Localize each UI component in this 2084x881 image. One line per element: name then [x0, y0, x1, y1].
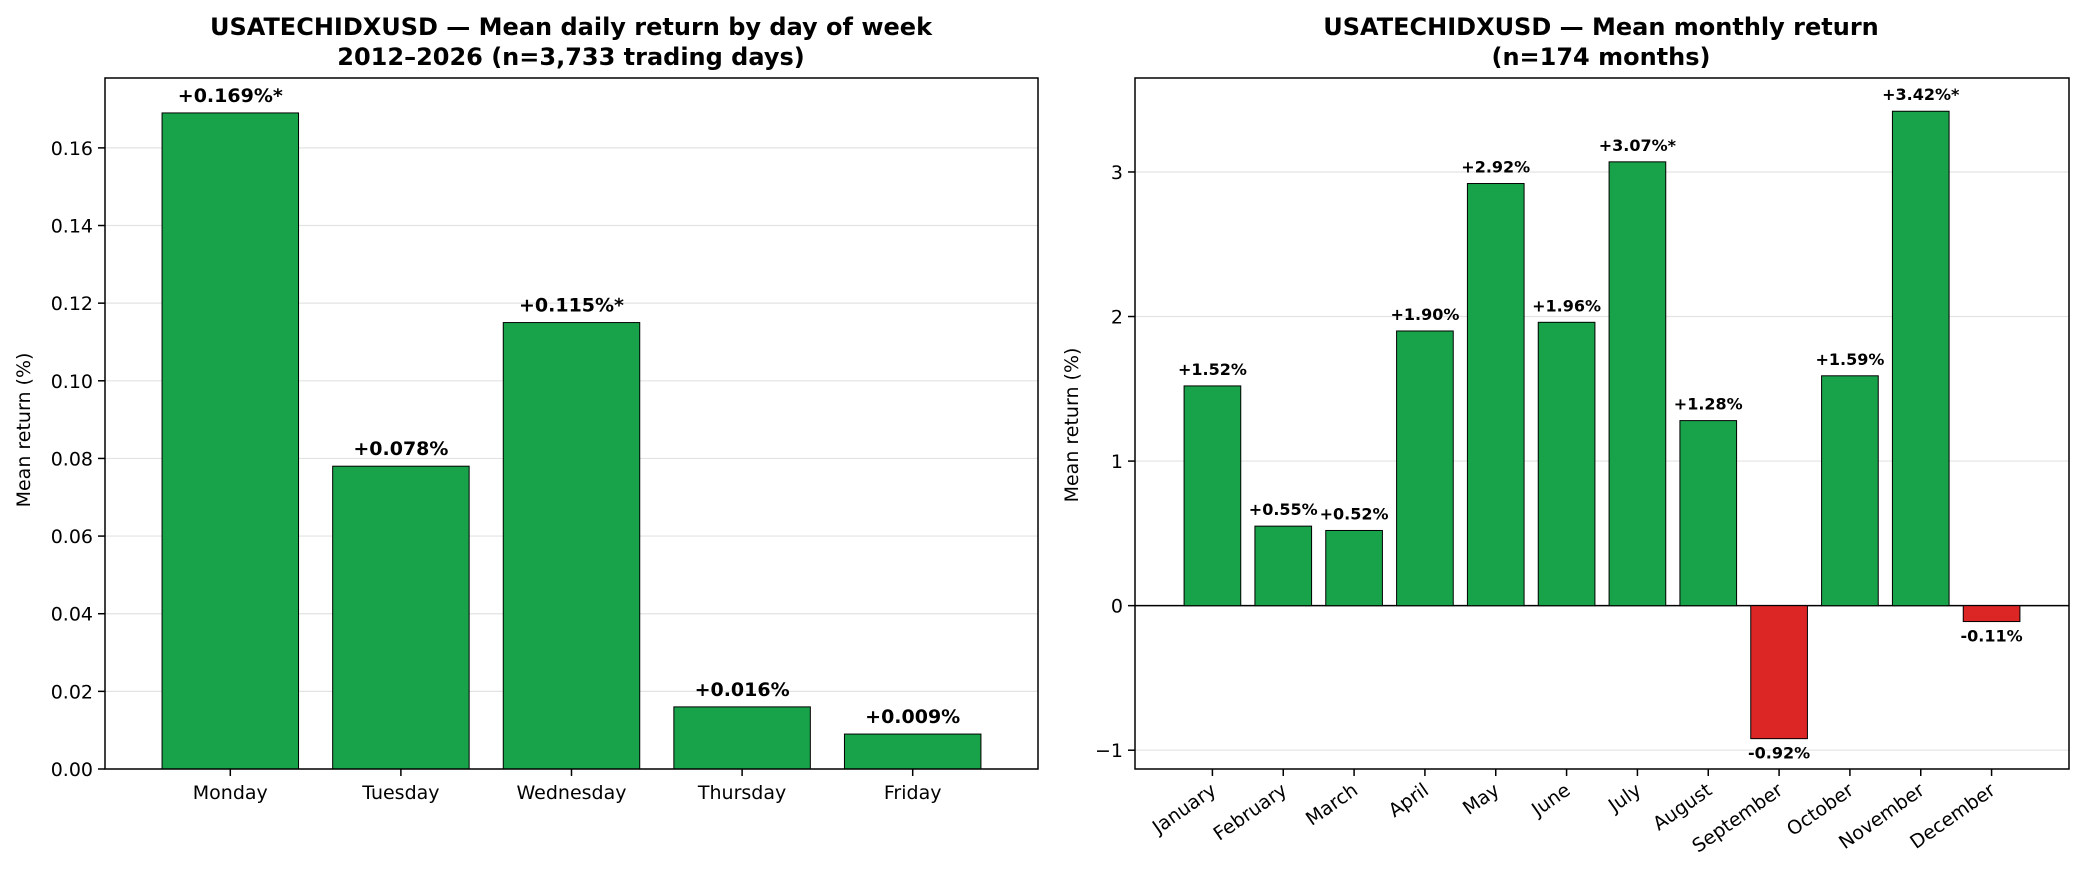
monthly-bar-december — [1962, 605, 2021, 623]
monthly-bar-january — [1183, 385, 1242, 607]
monthly-data-label: +3.07%* — [1599, 136, 1677, 155]
monthly-data-label: +1.90% — [1390, 305, 1459, 324]
monthly-bar-august — [1679, 420, 1738, 607]
weekday-x-tick-label: Thursday — [697, 782, 786, 804]
monthly-y-tick-label: 0 — [1111, 596, 1123, 618]
weekday-bar-friday — [843, 733, 982, 770]
monthly-x-tick-label: January — [1148, 779, 1220, 839]
weekday-x-tick-label: Monday — [193, 782, 268, 804]
monthly-x-tick-label: June — [1527, 779, 1574, 821]
weekday-data-label: +0.169%* — [178, 85, 283, 107]
monthly-data-label: +1.96% — [1532, 296, 1601, 315]
monthly-bar-september — [1750, 605, 1808, 740]
monthly-x-tick-label: February — [1210, 779, 1292, 845]
weekday-y-tick-label: 0.06 — [51, 526, 93, 548]
monthly-x-tick-label: March — [1302, 779, 1362, 830]
weekday-plot-frame — [104, 77, 1039, 770]
weekday-x-tick-label: Tuesday — [361, 782, 439, 804]
weekday-bar-thursday — [673, 706, 811, 770]
weekday-data-label: +0.016% — [695, 679, 790, 701]
monthly-y-tick-label: 3 — [1111, 162, 1123, 184]
monthly-bar-july — [1608, 161, 1667, 607]
monthly-y-axis-label: Mean return (%) — [1061, 348, 1083, 503]
weekday-y-tick-label: 0.12 — [51, 293, 93, 315]
weekday-bars — [161, 112, 982, 770]
monthly-data-labels: +1.52% +0.55% +0.52% +1.90% +2.92% +1.96% +3.0… — [1178, 85, 2023, 762]
monthly-x-tick-label: April — [1385, 779, 1433, 822]
monthly-data-label: +0.52% — [1320, 504, 1389, 523]
monthly-bar-june — [1537, 321, 1596, 607]
monthly-y-tick-label: 2 — [1111, 307, 1123, 329]
weekday-bar-tuesday — [332, 465, 470, 770]
monthly-x-tick-label: May — [1459, 779, 1504, 820]
monthly-bar-november — [1891, 110, 1950, 607]
weekday-return-chart: USATECHIDXUSD — Mean daily return by day… — [13, 13, 1039, 804]
weekday-bar-wednesday — [502, 322, 641, 770]
weekday-x-tick-label: Wednesday — [516, 782, 626, 804]
weekday-chart-subtitle: 2012–2026 (n=3,733 trading days) — [337, 43, 804, 71]
monthly-y-tick-label: −1 — [1095, 740, 1123, 762]
monthly-data-label: +2.92% — [1461, 158, 1530, 177]
monthly-data-label: +1.59% — [1815, 350, 1884, 369]
monthly-bar-april — [1396, 330, 1454, 607]
weekday-y-tick-label: 0.10 — [51, 371, 93, 393]
weekday-data-label: +0.115%* — [519, 295, 624, 317]
monthly-chart-subtitle: (n=174 months) — [1491, 43, 1710, 71]
monthly-x-tick-label: July — [1604, 779, 1645, 817]
monthly-chart-title: USATECHIDXUSD — Mean monthly return — [1323, 13, 1878, 41]
weekday-y-tick-label: 0.14 — [51, 216, 93, 238]
monthly-data-label: +0.55% — [1249, 500, 1318, 519]
monthly-plot-frame — [1134, 77, 2070, 770]
weekday-y-axis-label: Mean return (%) — [13, 353, 35, 508]
weekday-data-labels: +0.169%* +0.078% +0.115%* +0.016% +0.009% — [178, 85, 960, 728]
weekday-bar-monday — [161, 112, 300, 770]
weekday-chart-title: USATECHIDXUSD — Mean daily return by day… — [210, 13, 933, 41]
monthly-bar-may — [1466, 183, 1525, 607]
monthly-bar-february — [1254, 525, 1313, 607]
monthly-bars — [1183, 110, 2021, 740]
monthly-data-label: +1.28% — [1674, 395, 1743, 414]
monthly-data-label: -0.92% — [1748, 744, 1810, 763]
weekday-data-label: +0.009% — [865, 706, 960, 728]
weekday-y-tick-label: 0.16 — [51, 138, 93, 160]
weekday-x-ticks: Monday Tuesday Wednesday Thursday Friday — [193, 769, 942, 804]
monthly-bar-october — [1821, 375, 1879, 607]
monthly-data-label: +3.42%* — [1882, 85, 1960, 104]
weekday-data-label: +0.078% — [353, 438, 448, 460]
weekday-x-tick-label: Friday — [884, 782, 942, 804]
weekday-y-tick-label: 0.00 — [51, 759, 93, 781]
monthly-y-ticks: −1 0 1 2 3 — [1095, 162, 1135, 762]
weekday-y-tick-label: 0.04 — [51, 604, 93, 626]
monthly-data-label: +1.52% — [1178, 360, 1247, 379]
monthly-return-chart: USATECHIDXUSD — Mean monthly return (n=1… — [1061, 13, 2070, 857]
monthly-bar-march — [1325, 529, 1383, 607]
monthly-y-tick-label: 1 — [1111, 451, 1123, 473]
weekday-y-tick-label: 0.08 — [51, 448, 93, 470]
monthly-data-label: -0.11% — [1961, 627, 2023, 646]
weekday-y-tick-label: 0.02 — [51, 681, 93, 703]
weekday-y-ticks: 0.00 0.02 0.04 0.06 0.08 0.10 0.12 0.14 0.16 — [51, 138, 105, 781]
